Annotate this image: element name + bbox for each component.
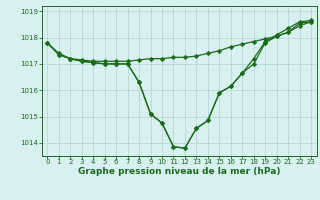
X-axis label: Graphe pression niveau de la mer (hPa): Graphe pression niveau de la mer (hPa) — [78, 167, 280, 176]
